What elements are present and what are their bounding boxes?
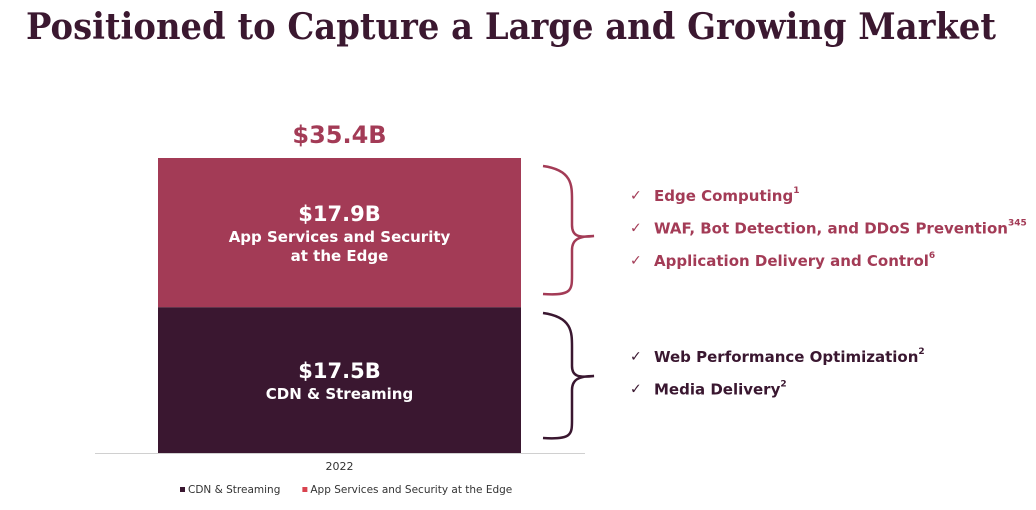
series-label: CDN & Streaming	[265, 384, 414, 403]
legend-label: App Services and Security at the Edge	[310, 484, 512, 496]
bar-segment	[158, 158, 521, 308]
annotation-text: Media Delivery	[654, 380, 781, 398]
segment-text: $17.9B App Services and Security at the E…	[218, 200, 461, 266]
annotation: Application Delivery and Control6	[654, 251, 935, 270]
segment-label-box: $17.9B App Services and Security at the E…	[218, 158, 461, 307]
segment-label-box: $17.5B CDN & Streaming	[218, 307, 461, 453]
total-label: $35.4B	[292, 121, 386, 149]
annotation-text: WAF, Bot Detection, and DDoS Prevention	[654, 219, 1008, 237]
series-label: App Services and Security at the Edge	[228, 227, 451, 265]
annotation-sup: 1	[793, 186, 799, 196]
annotation-sup: 6	[929, 251, 935, 261]
brace	[542, 311, 595, 440]
annotation: Media Delivery2	[654, 379, 787, 398]
value-label: $17.5B	[298, 358, 381, 383]
annotation: Web Performance Optimization2	[654, 346, 925, 365]
brace	[542, 164, 595, 296]
annotation-sup: 345	[1008, 218, 1027, 228]
segment-text: $17.5B CDN & Streaming	[266, 357, 413, 404]
annotation-sup: 2	[780, 379, 786, 389]
annotation-text: Web Performance Optimization	[654, 347, 918, 365]
annotation-text: Application Delivery and Control	[654, 252, 929, 270]
legend-label: CDN & Streaming	[188, 484, 280, 496]
annotation: Edge Computing1	[654, 186, 799, 205]
check-mark: ✓	[630, 381, 642, 397]
legend-swatch	[302, 487, 308, 492]
annotation-sup: 2	[918, 346, 924, 356]
bar-segment	[158, 307, 521, 453]
check-mark: ✓	[630, 221, 642, 237]
x-tick-label: 2022	[326, 460, 354, 473]
annotation-text: Edge Computing	[654, 187, 793, 205]
check-mark: ✓	[630, 349, 642, 365]
chart-title: Positioned to Capture a Large and Growin…	[26, 6, 996, 48]
annotation: WAF, Bot Detection, and DDoS Prevention3…	[654, 218, 1027, 237]
check-mark: ✓	[630, 253, 642, 269]
value-label: $17.9B	[298, 201, 381, 226]
check-mark: ✓	[630, 188, 642, 204]
legend-swatch	[180, 487, 185, 492]
